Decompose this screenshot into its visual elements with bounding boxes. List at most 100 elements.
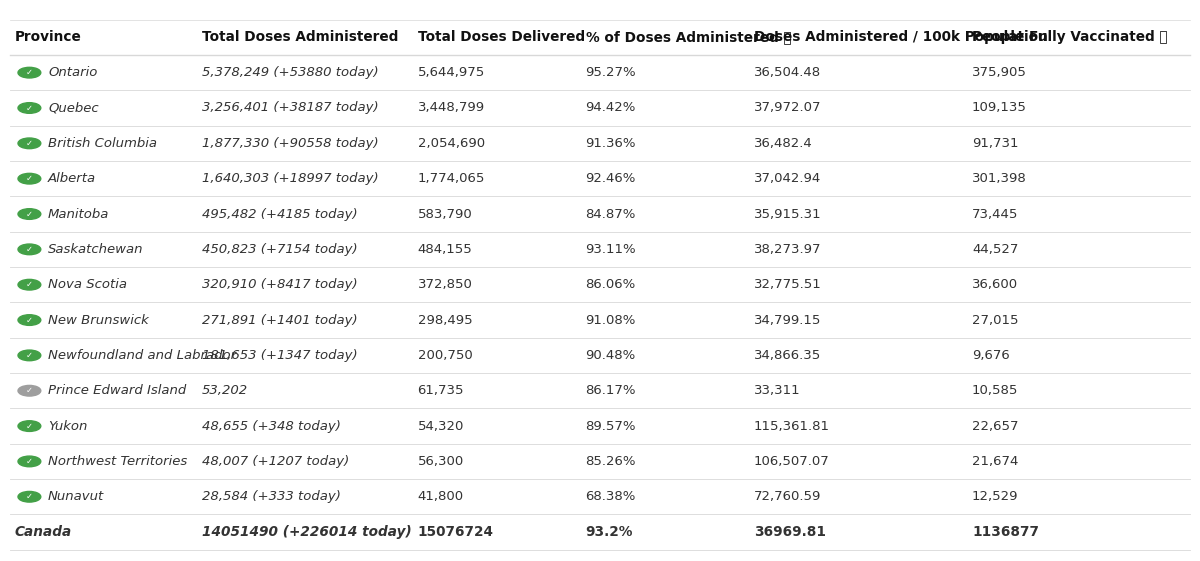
Text: 92.46%: 92.46% xyxy=(586,172,636,185)
Text: 12,529: 12,529 xyxy=(972,490,1019,503)
Text: 583,790: 583,790 xyxy=(418,208,473,220)
Text: 37,042.94: 37,042.94 xyxy=(754,172,821,185)
Text: 5,644,975: 5,644,975 xyxy=(418,66,485,79)
Circle shape xyxy=(18,350,41,361)
Text: Ontario: Ontario xyxy=(48,66,97,79)
Text: ✓: ✓ xyxy=(26,103,32,113)
Text: Saskatchewan: Saskatchewan xyxy=(48,243,144,256)
Text: 5,378,249 (+53880 today): 5,378,249 (+53880 today) xyxy=(202,66,378,79)
Circle shape xyxy=(18,103,41,113)
Text: 34,866.35: 34,866.35 xyxy=(754,349,821,362)
Circle shape xyxy=(18,138,41,149)
Text: 22,657: 22,657 xyxy=(972,420,1019,433)
Text: 3,256,401 (+38187 today): 3,256,401 (+38187 today) xyxy=(202,102,378,114)
Text: Canada: Canada xyxy=(14,525,72,539)
Text: 44,527: 44,527 xyxy=(972,243,1019,256)
Text: British Columbia: British Columbia xyxy=(48,137,157,150)
Text: ✓: ✓ xyxy=(26,386,32,396)
Text: 1136877: 1136877 xyxy=(972,525,1039,539)
Text: 181,653 (+1347 today): 181,653 (+1347 today) xyxy=(202,349,358,362)
Text: Alberta: Alberta xyxy=(48,172,96,185)
Circle shape xyxy=(18,67,41,78)
Text: 1,640,303 (+18997 today): 1,640,303 (+18997 today) xyxy=(202,172,378,185)
Text: 53,202: 53,202 xyxy=(202,384,247,397)
Text: Prince Edward Island: Prince Edward Island xyxy=(48,384,186,397)
Text: 91.08%: 91.08% xyxy=(586,314,636,327)
Text: 90.48%: 90.48% xyxy=(586,349,636,362)
Text: Province: Province xyxy=(14,30,82,44)
Text: ✓: ✓ xyxy=(26,280,32,289)
Text: Northwest Territories: Northwest Territories xyxy=(48,455,187,468)
Text: 298,495: 298,495 xyxy=(418,314,473,327)
Text: 89.57%: 89.57% xyxy=(586,420,636,433)
Text: 93.11%: 93.11% xyxy=(586,243,636,256)
Circle shape xyxy=(18,385,41,396)
Text: 93.2%: 93.2% xyxy=(586,525,632,539)
Text: ✓: ✓ xyxy=(26,421,32,431)
Text: 106,507.07: 106,507.07 xyxy=(754,455,829,468)
Text: 27,015: 27,015 xyxy=(972,314,1019,327)
Text: 94.42%: 94.42% xyxy=(586,102,636,114)
Circle shape xyxy=(18,279,41,290)
Text: Newfoundland and Labrador: Newfoundland and Labrador xyxy=(48,349,236,362)
Circle shape xyxy=(18,491,41,502)
Text: 61,735: 61,735 xyxy=(418,384,464,397)
Text: 91,731: 91,731 xyxy=(972,137,1019,150)
Text: 301,398: 301,398 xyxy=(972,172,1027,185)
Text: 41,800: 41,800 xyxy=(418,490,463,503)
Circle shape xyxy=(18,456,41,467)
Text: 34,799.15: 34,799.15 xyxy=(754,314,821,327)
Text: 450,823 (+7154 today): 450,823 (+7154 today) xyxy=(202,243,358,256)
Text: 109,135: 109,135 xyxy=(972,102,1027,114)
Text: 86.17%: 86.17% xyxy=(586,384,636,397)
Text: 2,054,690: 2,054,690 xyxy=(418,137,485,150)
Text: 3,448,799: 3,448,799 xyxy=(418,102,485,114)
Text: 48,655 (+348 today): 48,655 (+348 today) xyxy=(202,420,341,433)
Text: 372,850: 372,850 xyxy=(418,278,473,291)
Text: 85.26%: 85.26% xyxy=(586,455,636,468)
Text: ✓: ✓ xyxy=(26,139,32,148)
Text: 86.06%: 86.06% xyxy=(586,278,636,291)
Text: 73,445: 73,445 xyxy=(972,208,1019,220)
Text: ✓: ✓ xyxy=(26,457,32,466)
Text: 375,905: 375,905 xyxy=(972,66,1027,79)
Text: 9,676: 9,676 xyxy=(972,349,1009,362)
Text: 54,320: 54,320 xyxy=(418,420,464,433)
Circle shape xyxy=(18,173,41,184)
Text: 48,007 (+1207 today): 48,007 (+1207 today) xyxy=(202,455,349,468)
Text: 56,300: 56,300 xyxy=(418,455,464,468)
Text: ✓: ✓ xyxy=(26,174,32,183)
Text: ✓: ✓ xyxy=(26,315,32,325)
Text: 84.87%: 84.87% xyxy=(586,208,636,220)
Text: 72,760.59: 72,760.59 xyxy=(754,490,821,503)
Text: 1,774,065: 1,774,065 xyxy=(418,172,485,185)
Text: % of Doses Administered ⓘ: % of Doses Administered ⓘ xyxy=(586,30,791,44)
Text: 91.36%: 91.36% xyxy=(586,137,636,150)
Text: Quebec: Quebec xyxy=(48,102,98,114)
Text: 68.38%: 68.38% xyxy=(586,490,636,503)
Text: ✓: ✓ xyxy=(26,492,32,502)
Text: 484,155: 484,155 xyxy=(418,243,473,256)
Text: 115,361.81: 115,361.81 xyxy=(754,420,829,433)
Text: 14051490 (+226014 today): 14051490 (+226014 today) xyxy=(202,525,412,539)
Circle shape xyxy=(18,244,41,255)
Text: 36,600: 36,600 xyxy=(972,278,1018,291)
Text: 36,482.4: 36,482.4 xyxy=(754,137,812,150)
Text: ✓: ✓ xyxy=(26,351,32,360)
Text: 15076724: 15076724 xyxy=(418,525,493,539)
Text: New Brunswick: New Brunswick xyxy=(48,314,149,327)
Text: ✓: ✓ xyxy=(26,209,32,219)
Text: 495,482 (+4185 today): 495,482 (+4185 today) xyxy=(202,208,358,220)
Circle shape xyxy=(18,421,41,431)
Text: Yukon: Yukon xyxy=(48,420,88,433)
Text: ✓: ✓ xyxy=(26,68,32,77)
Text: 271,891 (+1401 today): 271,891 (+1401 today) xyxy=(202,314,358,327)
Circle shape xyxy=(18,209,41,219)
Text: 33,311: 33,311 xyxy=(754,384,800,397)
Text: 35,915.31: 35,915.31 xyxy=(754,208,821,220)
Text: Doses Administered / 100k Population: Doses Administered / 100k Population xyxy=(754,30,1048,44)
Text: 38,273.97: 38,273.97 xyxy=(754,243,821,256)
Text: 36969.81: 36969.81 xyxy=(754,525,826,539)
Text: 1,877,330 (+90558 today): 1,877,330 (+90558 today) xyxy=(202,137,378,150)
Text: Manitoba: Manitoba xyxy=(48,208,109,220)
